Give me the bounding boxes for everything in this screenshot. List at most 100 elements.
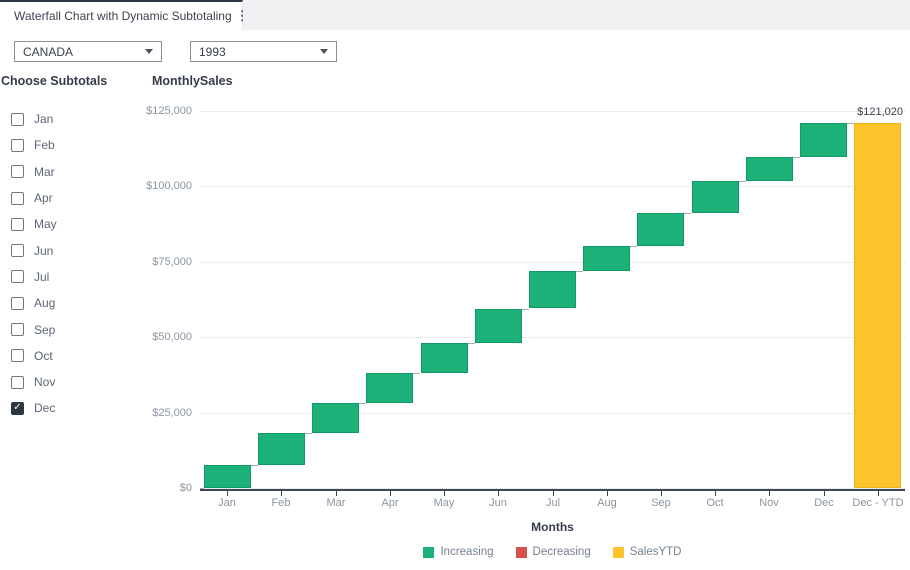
checkbox-label: Oct <box>34 348 53 363</box>
checkbox-icon <box>11 112 24 126</box>
x-axis-category-label: Jun <box>489 497 507 509</box>
checkbox-label: Jun <box>34 243 54 258</box>
checkbox-icon <box>11 244 24 258</box>
gridline <box>200 111 905 112</box>
checkbox-icon <box>11 349 24 363</box>
subtotal-checkbox-feb[interactable]: Feb <box>11 132 57 158</box>
x-axis-category-label: Apr <box>381 497 399 509</box>
x-axis-tick <box>281 491 282 496</box>
x-axis-category-label: Sep <box>651 497 671 509</box>
subtotal-checkbox-oct[interactable]: Oct <box>11 343 57 369</box>
bar-nov[interactable] <box>746 157 793 181</box>
checkbox-icon <box>11 138 24 152</box>
bar-sep[interactable] <box>637 213 684 246</box>
subtotal-checkbox-aug[interactable]: Aug <box>11 290 57 316</box>
checkbox-icon <box>11 323 24 337</box>
waterfall-connector <box>413 373 420 374</box>
x-axis-tick <box>878 491 879 496</box>
year-dropdown[interactable]: 1993 <box>190 41 337 62</box>
legend-item-increasing[interactable]: Increasing <box>423 546 494 558</box>
checkbox-icon <box>11 270 24 284</box>
x-axis-tick <box>553 491 554 496</box>
subtotal-checkbox-mar[interactable]: Mar <box>11 159 57 185</box>
legend-label: Increasing <box>440 546 494 558</box>
waterfall-connector <box>684 213 691 214</box>
subtotal-checkbox-sep[interactable]: Sep <box>11 316 57 342</box>
bar-mar[interactable] <box>312 403 359 433</box>
waterfall-connector <box>200 488 204 489</box>
waterfall-connector <box>847 123 854 124</box>
x-axis-category-label: Dec <box>814 497 834 509</box>
legend-swatch-icon <box>423 546 435 558</box>
x-axis-title: Months <box>531 520 574 534</box>
bar-oct[interactable] <box>692 181 739 213</box>
sidebar-title: Choose Subtotals <box>1 74 108 88</box>
y-axis-tick-label: $25,000 <box>152 407 192 419</box>
subtotal-checkbox-may[interactable]: May <box>11 211 57 237</box>
x-axis-tick <box>336 491 337 496</box>
checkbox-label: Nov <box>34 375 56 390</box>
checkbox-icon <box>11 165 24 179</box>
x-axis-tick <box>715 491 716 496</box>
checkbox-label: Dec <box>34 401 56 416</box>
country-dropdown[interactable]: CANADA <box>14 41 162 62</box>
bar-may[interactable] <box>421 343 468 373</box>
gridline <box>200 337 905 338</box>
tab-strip-background <box>243 0 910 30</box>
bar-jan[interactable] <box>204 465 251 488</box>
y-axis-tick-label: $0 <box>179 482 192 494</box>
x-axis-tick <box>824 491 825 496</box>
x-axis-category-label: Aug <box>597 497 617 509</box>
subtotal-checkbox-nov[interactable]: Nov <box>11 369 57 395</box>
bar-dec[interactable] <box>800 123 847 157</box>
x-axis-line <box>200 489 905 491</box>
gridline <box>200 186 905 187</box>
x-axis-category-label: Jul <box>545 497 561 509</box>
waterfall-connector <box>630 246 637 247</box>
waterfall-connector <box>739 181 746 182</box>
legend-item-decreasing[interactable]: Decreasing <box>515 546 591 558</box>
checkbox-label: May <box>34 217 57 232</box>
gridline <box>200 488 905 489</box>
legend-swatch-icon <box>612 546 624 558</box>
x-axis-tick <box>227 491 228 496</box>
bar-dec-ytd[interactable] <box>854 123 901 488</box>
chart-legend: Increasing Decreasing SalesYTD <box>200 546 905 558</box>
checkbox-checked-icon: ✓ <box>11 401 24 415</box>
tab-waterfall-chart[interactable]: Waterfall Chart with Dynamic Subtotaling… <box>0 0 249 30</box>
checkbox-icon <box>11 191 24 205</box>
x-axis-tick <box>498 491 499 496</box>
checkbox-icon <box>11 217 24 231</box>
checkbox-label: Aug <box>34 296 56 311</box>
bar-aug[interactable] <box>583 246 630 271</box>
checkbox-label: Apr <box>34 191 53 206</box>
x-axis-category-label: Nov <box>759 497 779 509</box>
subtotal-checkbox-jan[interactable]: Jan <box>11 106 57 132</box>
waterfall-connector <box>251 465 258 466</box>
legend-label: Decreasing <box>532 546 591 558</box>
subtotal-checkbox-jul[interactable]: Jul <box>11 264 57 290</box>
bar-apr[interactable] <box>366 373 413 403</box>
chart-title: MonthlySales <box>152 74 233 88</box>
x-axis-tick <box>661 491 662 496</box>
bar-jul[interactable] <box>529 271 576 308</box>
x-axis-category-label: Feb <box>271 497 291 509</box>
tab-bar: Waterfall Chart with Dynamic Subtotaling… <box>0 0 910 30</box>
bar-feb[interactable] <box>258 433 305 465</box>
legend-item-salesytd[interactable]: SalesYTD <box>612 546 682 558</box>
subtotal-checkbox-jun[interactable]: Jun <box>11 237 57 263</box>
chevron-down-icon <box>320 49 328 54</box>
x-axis-tick <box>444 491 445 496</box>
checkbox-label: Feb <box>34 138 55 153</box>
bar-jun[interactable] <box>475 309 522 343</box>
y-axis-tick-label: $75,000 <box>152 256 192 268</box>
x-axis-category-label: Jan <box>218 497 236 509</box>
y-axis-tick-label: $50,000 <box>152 331 192 343</box>
gridline <box>200 262 905 263</box>
subtotal-checkbox-apr[interactable]: Apr <box>11 185 57 211</box>
checkbox-label: Jul <box>34 269 50 284</box>
checkbox-icon <box>11 296 24 310</box>
subtotal-checkbox-dec[interactable]: ✓ Dec <box>11 395 57 421</box>
waterfall-connector <box>522 309 529 310</box>
waterfall-connector <box>359 403 366 404</box>
